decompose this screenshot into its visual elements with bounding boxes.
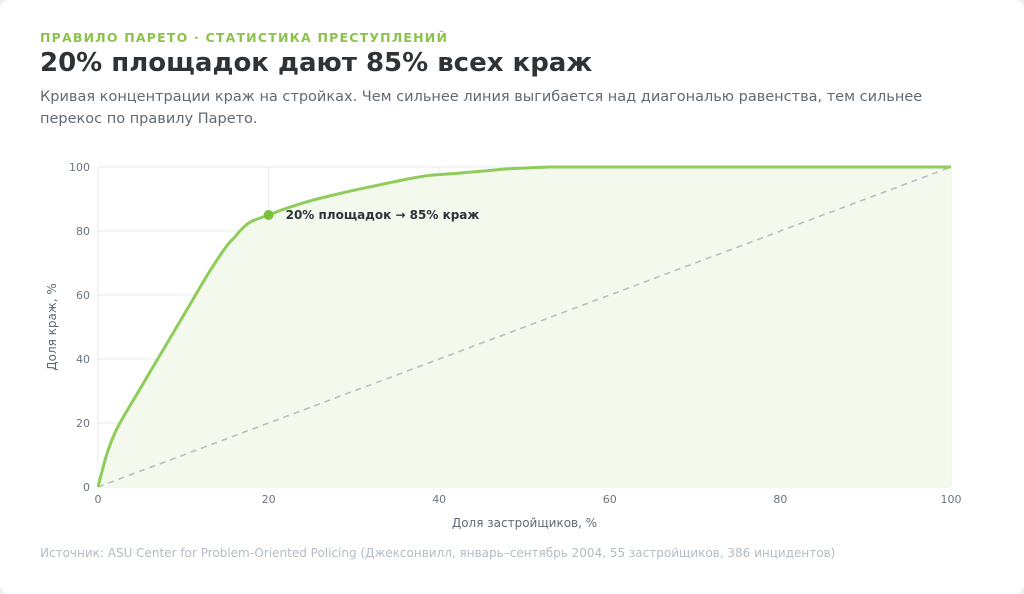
y-tick-label: 20 [76,417,90,430]
x-axis-title: Доля застройщиков, % [452,516,597,530]
y-tick-label: 60 [76,289,90,302]
annotation-label: 20% площадок → 85% краж [286,208,480,222]
y-tick-label: 40 [76,353,90,366]
y-tick-label: 80 [76,225,90,238]
chart-kicker: ПРАВИЛО ПАРЕТО · СТАТИСТИКА ПРЕСТУПЛЕНИЙ [40,30,449,45]
y-tick-label: 0 [83,481,90,494]
x-tick-label: 40 [432,493,446,506]
x-tick-label: 0 [95,493,102,506]
equality-diagonal [97,166,952,488]
concentration-curve [96,165,951,488]
x-tick-label: 100 [941,493,962,506]
x-tick-label: 60 [603,493,617,506]
annotation-point [263,210,274,220]
y-axis-title: Доля краж, % [45,283,59,370]
y-tick-label: 100 [69,161,90,174]
x-tick-label: 80 [773,493,787,506]
y-axis-ticks: 0 20 40 60 80 100 [69,161,90,494]
x-axis-ticks: 0 20 40 60 80 100 [95,493,962,506]
chart-subtitle: Кривая концентрации краж на стройках. Че… [40,89,923,127]
source-note: Источник: ASU Center for Problem-Oriente… [40,546,836,560]
x-tick-label: 20 [262,493,276,506]
pareto-chart: 20% площадок → 85% краж 0 20 40 60 80 100 0 20… [45,161,962,530]
chart-title: 20% площадок дают 85% всех краж [40,48,593,78]
